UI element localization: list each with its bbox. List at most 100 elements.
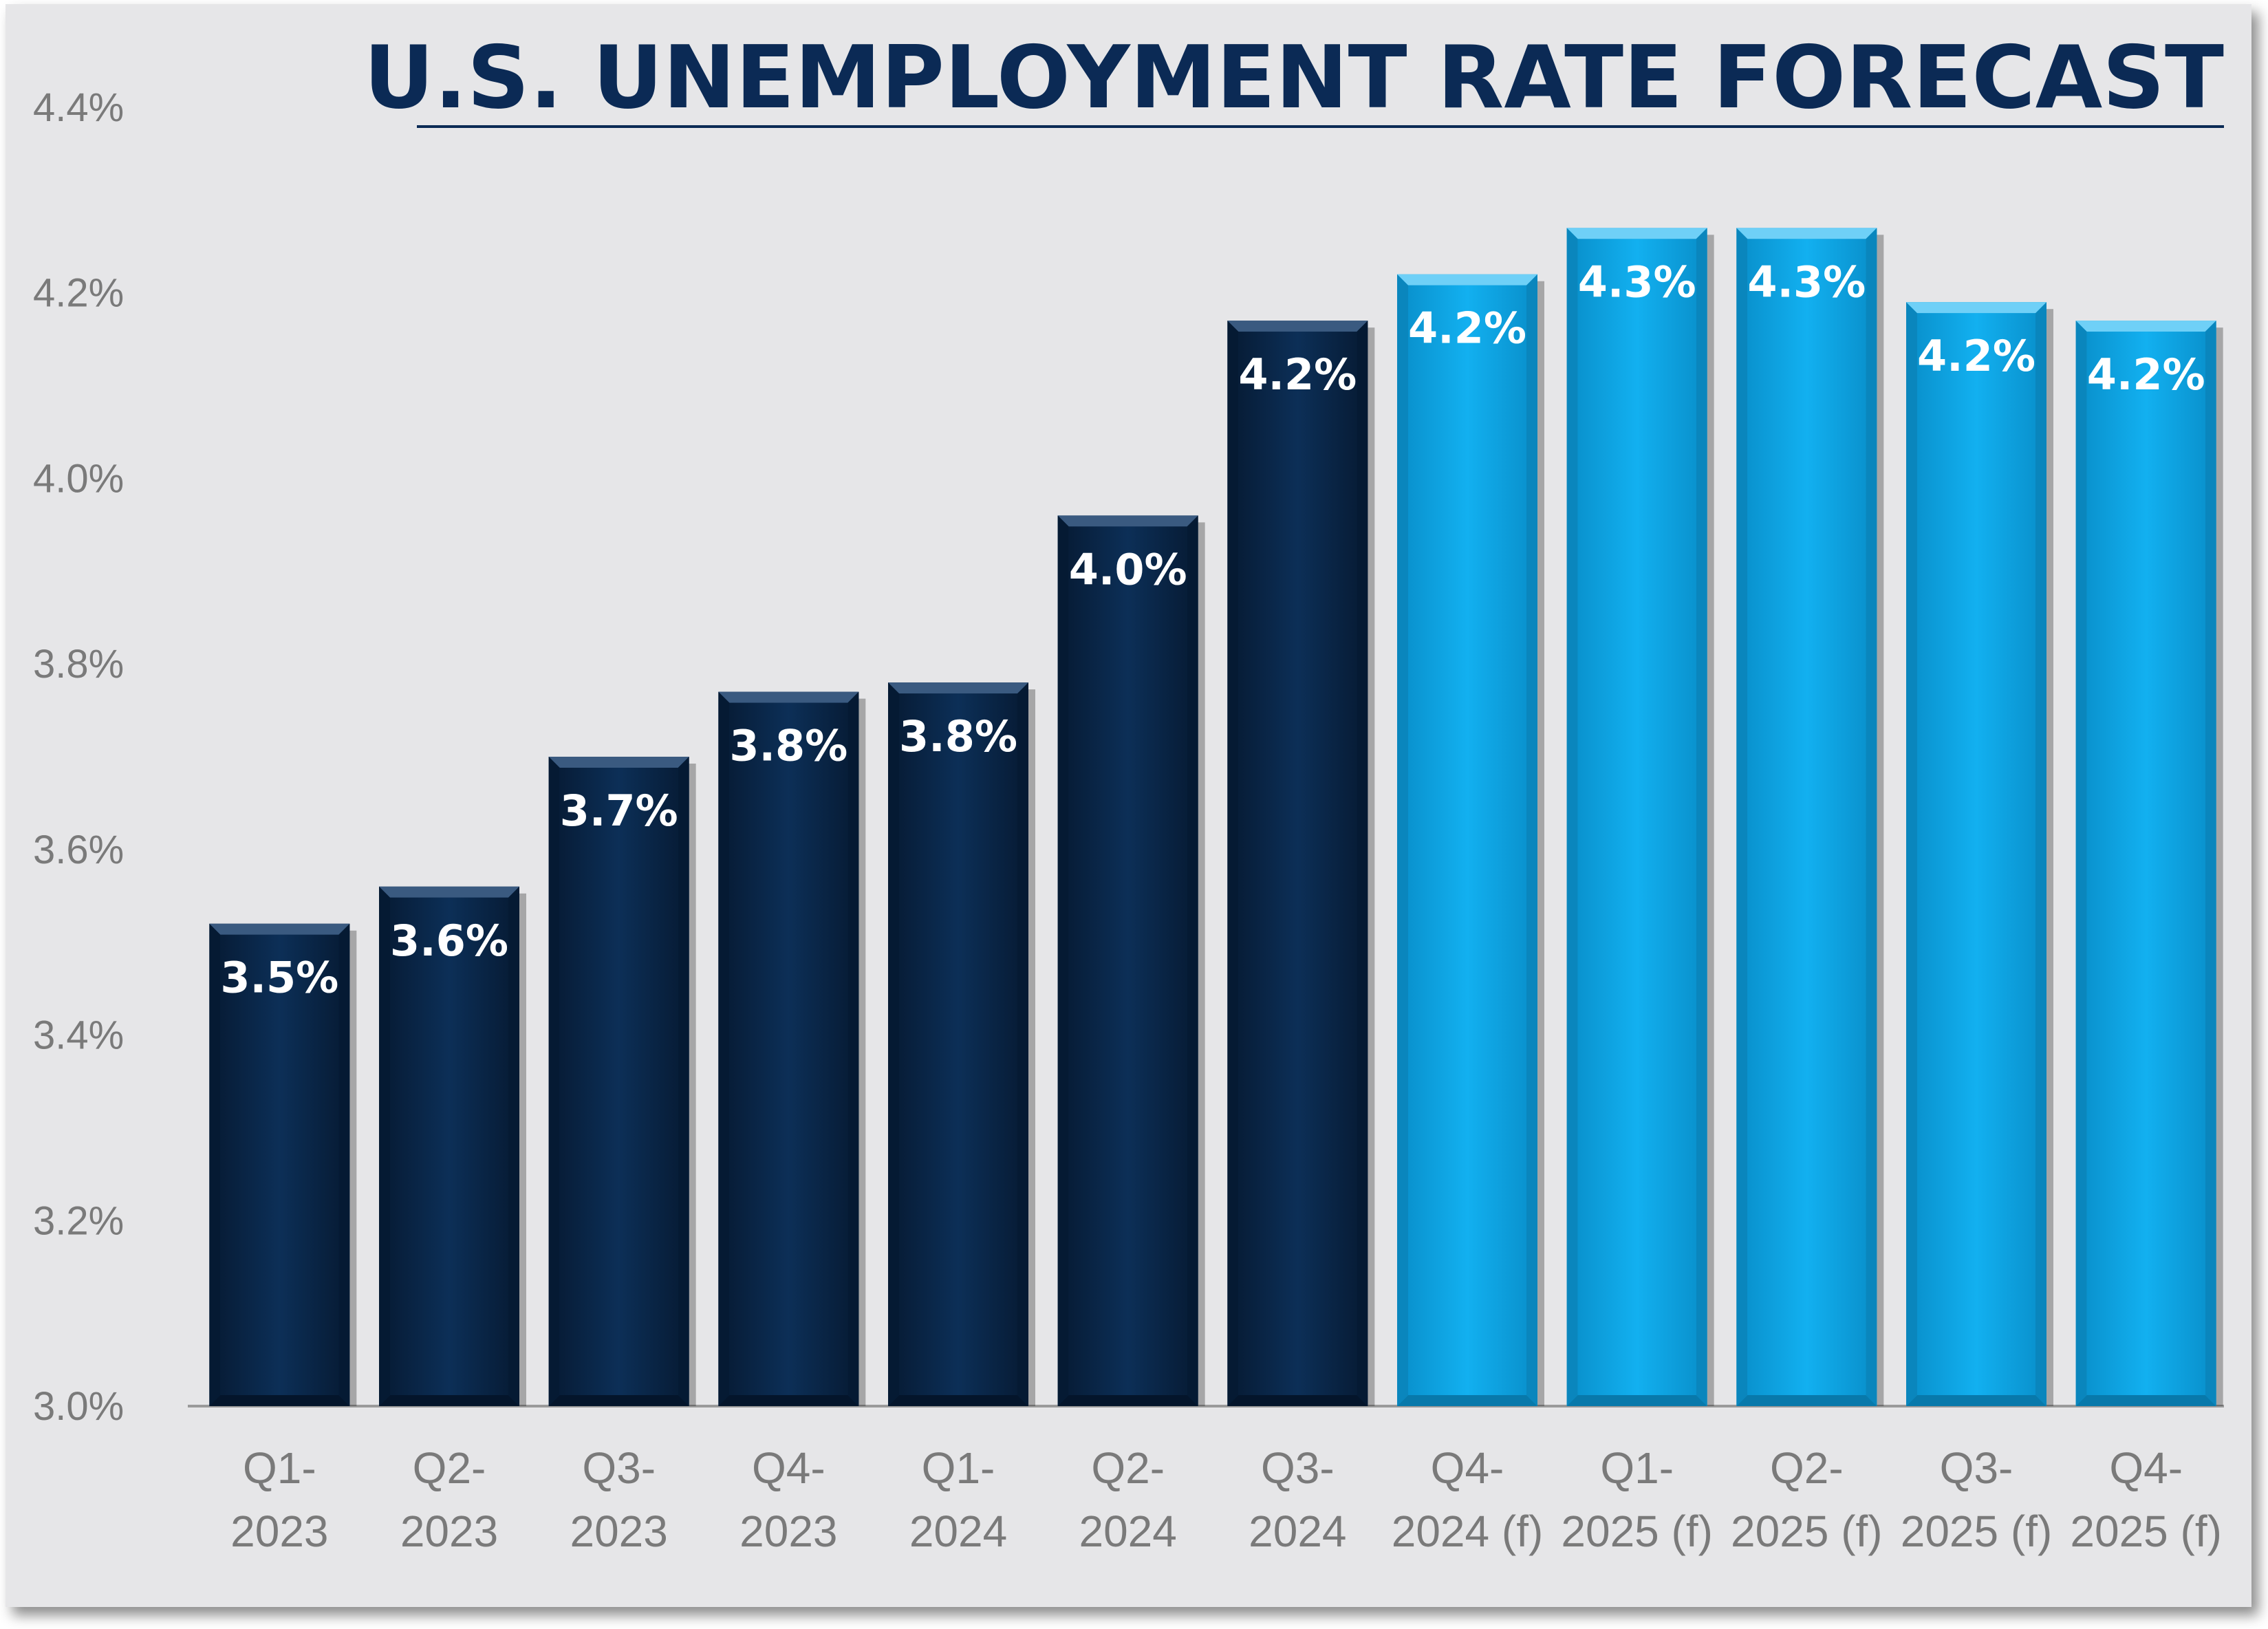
y-tick-label: 3.8% (33, 642, 124, 687)
bar-bevel-left (888, 682, 899, 1406)
bar-bevel-top (1227, 321, 1368, 332)
bar-value-label: 3.7% (560, 786, 678, 836)
chart-title: U.S. UNEMPLOYMENT RATE FORECAST (364, 27, 2224, 128)
bar-bevel-left (209, 923, 221, 1406)
y-tick-label: 4.4% (33, 85, 124, 130)
bar-bevel-bottom (379, 1395, 519, 1406)
bar-11: 4.2% (1906, 302, 2053, 1407)
y-tick-label: 3.4% (33, 1013, 124, 1058)
bar-bevel-top (548, 757, 689, 768)
bar-4: 3.8% (718, 691, 866, 1406)
bar-6: 4.0% (1057, 515, 1205, 1407)
x-tick-label: 2025 (f) (1561, 1507, 1713, 1556)
bar-face (390, 897, 508, 1395)
bar-bevel-top (1906, 302, 2046, 314)
x-tick-label: Q2- (1770, 1443, 1844, 1493)
x-tick-label: 2023 (739, 1507, 837, 1556)
bar-bevel-top (1736, 228, 1877, 239)
bar-bevel-top (1397, 274, 1537, 285)
bar-bevel-left (548, 757, 560, 1406)
bar-9: 4.3% (1566, 228, 1714, 1406)
bar-bevel-bottom (1227, 1395, 1368, 1406)
bar-bevel-left (1566, 228, 1578, 1406)
bar-face (1747, 239, 1866, 1395)
bar-bevel-bottom (888, 1395, 1028, 1406)
bar-face (1238, 332, 1357, 1396)
bar-bevel-right (338, 923, 350, 1406)
x-tick-label: Q4- (2109, 1443, 2183, 1493)
chart-frame: U.S. UNEMPLOYMENT RATE FORECAST 3.0% 3.2%… (6, 4, 2251, 1607)
x-tick-label: 2024 (1079, 1507, 1176, 1556)
y-axis: 3.0% 3.2% 3.4% 3.6% 3.8% 4.0% 4.2% 4.4% (33, 85, 124, 1429)
bar-bevel-right (508, 886, 519, 1406)
x-tick-label: 2025 (f) (1731, 1507, 1883, 1556)
bar-chart: U.S. UNEMPLOYMENT RATE FORECAST 3.0% 3.2%… (33, 27, 2224, 1556)
bar-3: 3.7% (548, 757, 696, 1406)
y-tick-label: 3.6% (33, 828, 124, 872)
x-tick-label: Q3- (1261, 1443, 1335, 1493)
bar-face (899, 693, 1017, 1395)
bar-face (220, 934, 339, 1395)
bar-value-label: 3.8% (729, 721, 847, 771)
x-tick-label: Q2- (1091, 1443, 1165, 1493)
x-tick-label: Q4- (752, 1443, 825, 1493)
bar-value-label: 4.0% (1069, 544, 1187, 594)
x-axis: Q1- 2023 Q2- 2023 Q3- 2023 Q4- 2023 Q1- 2024 Q2- 20… (230, 1443, 2222, 1556)
y-tick-label: 4.2% (33, 271, 124, 316)
bar-bevel-right (1187, 515, 1198, 1407)
bar-bevel-left (379, 886, 390, 1406)
bar-bevel-bottom (1736, 1395, 1877, 1406)
x-tick-label: 2023 (570, 1507, 667, 1556)
bar-face (1577, 239, 1696, 1395)
bar-face (559, 768, 678, 1395)
bar-face (1408, 285, 1526, 1395)
x-tick-label: Q3- (1940, 1443, 2013, 1493)
bar-bevel-bottom (1397, 1395, 1537, 1406)
bar-bevel-left (2075, 321, 2087, 1407)
x-tick-label: 2024 (1249, 1507, 1346, 1556)
bar-face (1068, 526, 1187, 1396)
bar-bevel-right (1526, 274, 1537, 1406)
bar-bevel-top (888, 682, 1028, 694)
bar-value-label: 4.3% (1747, 257, 1866, 307)
bar-value-label: 4.2% (1408, 303, 1526, 354)
bar-bevel-bottom (1566, 1395, 1707, 1406)
x-tick-label: 2025 (f) (2070, 1507, 2222, 1556)
bar-8: 4.2% (1397, 274, 1544, 1406)
bar-bevel-right (1017, 682, 1028, 1406)
bar-bevel-top (2075, 321, 2216, 332)
bar-7: 4.2% (1227, 321, 1375, 1407)
x-tick-label: 2024 (f) (1392, 1507, 1544, 1556)
bar-face (2086, 332, 2205, 1396)
bar-series: 3.5% 3.6% 3.7% 3.8% 3.8% 4.0% 4.2% 4.2% 4.3% 4.3%… (209, 228, 2223, 1407)
bar-1: 3.5% (209, 923, 357, 1406)
bar-bevel-top (209, 923, 350, 935)
bar-bevel-left (1906, 302, 1917, 1407)
bar-10: 4.3% (1736, 228, 1884, 1406)
bar-bevel-right (1696, 228, 1707, 1406)
bar-bevel-right (1866, 228, 1877, 1406)
x-tick-label: Q2- (413, 1443, 486, 1493)
bar-value-label: 4.3% (1578, 257, 1696, 307)
x-tick-label: 2025 (f) (1901, 1507, 2053, 1556)
bar-bevel-bottom (2075, 1395, 2216, 1406)
bar-bevel-left (1057, 515, 1069, 1407)
bar-bevel-left (1736, 228, 1748, 1406)
y-tick-label: 3.0% (33, 1384, 124, 1429)
bar-bevel-top (718, 691, 859, 703)
bar-bevel-top (379, 886, 519, 898)
x-tick-label: Q1- (922, 1443, 995, 1493)
bar-bevel-bottom (1057, 1395, 1198, 1406)
y-tick-label: 4.0% (33, 456, 124, 501)
x-tick-label: 2024 (909, 1507, 1007, 1556)
x-tick-label: Q1- (1600, 1443, 1674, 1493)
x-tick-label: 2023 (400, 1507, 498, 1556)
bar-value-label: 3.8% (899, 711, 1017, 762)
bar-bevel-bottom (1906, 1395, 2046, 1406)
bar-face (729, 702, 848, 1395)
bar-bevel-right (678, 757, 689, 1406)
bar-value-label: 3.6% (390, 916, 508, 966)
bar-value-label: 4.2% (2087, 349, 2205, 400)
bar-bevel-left (1397, 274, 1408, 1406)
bar-bevel-bottom (548, 1395, 689, 1406)
